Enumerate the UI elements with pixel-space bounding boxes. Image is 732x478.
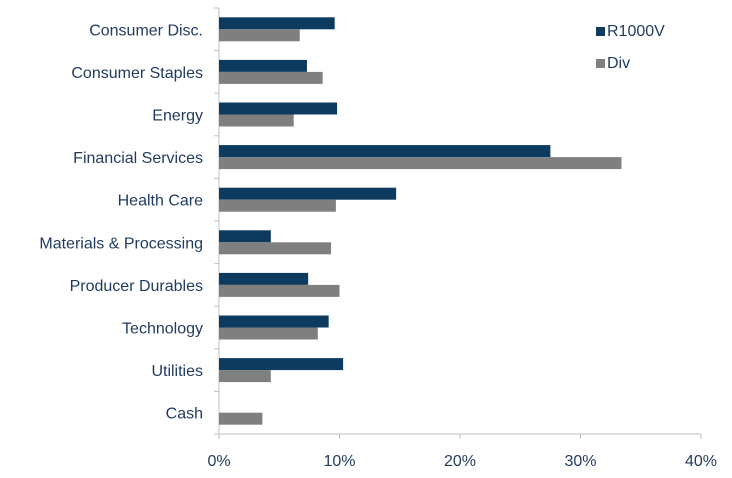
bar-div [219, 284, 340, 297]
x-tick-label: 10% [323, 453, 355, 470]
bar-div [219, 71, 323, 84]
bar-div [219, 157, 622, 170]
x-tick-label: 30% [564, 453, 596, 470]
bar-div [219, 242, 332, 255]
legend-swatch-r1000v [596, 27, 605, 36]
bar-r1000v [219, 145, 551, 158]
category-label: Health Care [118, 193, 203, 210]
bar-r1000v [219, 358, 344, 371]
bar-r1000v [219, 230, 271, 243]
x-axis-ticks: 0% 10% 20% 30% 40% [207, 453, 717, 470]
bar-div [219, 370, 271, 383]
bar-r1000v [219, 17, 335, 30]
bar-div [219, 114, 294, 127]
category-label: Financial Services [73, 150, 203, 167]
category-labels: Consumer Disc. Consumer Staples Energy Fina… [39, 22, 203, 422]
chart-bars [219, 17, 622, 425]
legend-label-r1000v: R1000V [607, 23, 665, 40]
bar-div [219, 199, 336, 212]
bar-div [219, 327, 318, 340]
bar-r1000v [219, 272, 309, 285]
category-label: Technology [122, 321, 203, 338]
bar-r1000v [219, 315, 329, 328]
bar-r1000v [219, 59, 307, 72]
category-label: Cash [166, 406, 203, 423]
x-tick-label: 0% [207, 453, 230, 470]
category-label: Producer Durables [70, 278, 203, 295]
x-tick-label: 40% [685, 453, 717, 470]
category-label: Consumer Staples [71, 65, 203, 82]
bar-div [219, 412, 263, 425]
legend-swatch-div [596, 59, 605, 68]
bar-r1000v [219, 102, 338, 115]
x-tick-label: 20% [444, 453, 476, 470]
category-label: Energy [152, 108, 203, 125]
category-label: Utilities [151, 363, 203, 380]
bar-r1000v [219, 187, 397, 200]
bar-div [219, 29, 300, 42]
legend-label-div: Div [607, 55, 630, 72]
category-label: Materials & Processing [39, 235, 203, 252]
legend: R1000V Div [596, 23, 665, 72]
category-label: Consumer Disc. [89, 22, 203, 39]
